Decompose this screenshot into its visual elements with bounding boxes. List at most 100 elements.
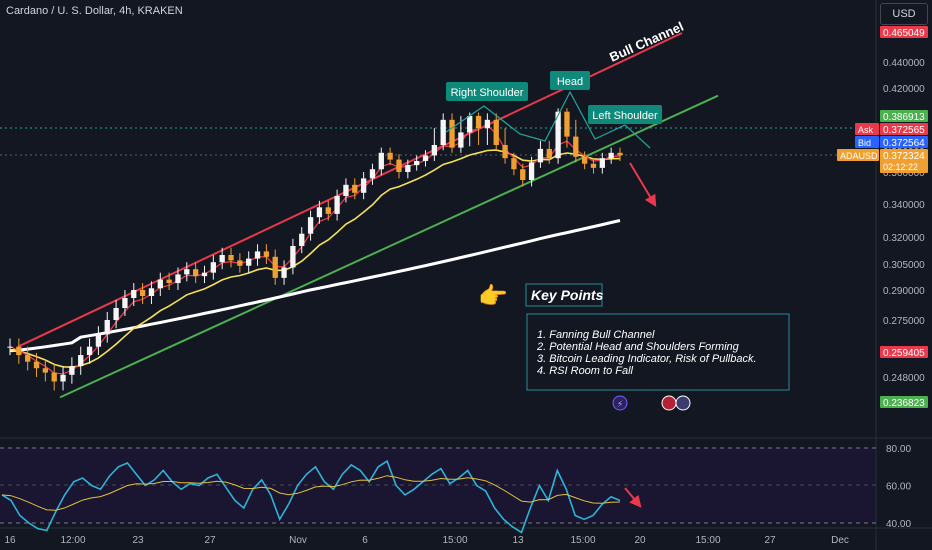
time-axis-tick: 13	[512, 535, 524, 546]
candle	[299, 227, 305, 254]
candle	[33, 352, 40, 377]
candle	[157, 272, 163, 296]
candle	[246, 251, 252, 273]
key-point-1: 1. Fanning Bull Channel	[537, 329, 655, 341]
price-axis-tick: 0.360000	[883, 168, 925, 179]
candle	[254, 244, 261, 266]
candle	[60, 366, 66, 391]
candle	[493, 113, 499, 151]
candle	[343, 178, 349, 203]
candle	[599, 152, 605, 174]
candle	[104, 312, 110, 343]
event-icon-lightning[interactable]: ⚡	[612, 395, 628, 411]
svg-text:Right Shoulder: Right Shoulder	[451, 87, 524, 99]
candle	[201, 265, 208, 284]
candle	[405, 159, 411, 179]
candle	[69, 357, 75, 384]
candle	[564, 108, 570, 148]
candle	[484, 113, 491, 145]
price-labels: 0.4650490.3869130.372565Ask0.372564Bid0.…	[837, 26, 928, 409]
price-axis-tick: 0.305000	[883, 260, 925, 271]
candle	[617, 147, 623, 161]
svg-text:Head: Head	[557, 76, 583, 88]
candle	[219, 247, 225, 270]
currency-button[interactable]: USD	[880, 3, 928, 25]
candle	[378, 147, 384, 176]
candle	[467, 112, 473, 147]
hs-pattern-line	[445, 90, 651, 149]
price-label: 0.465049	[880, 26, 928, 39]
candle	[193, 262, 199, 284]
key-points-title[interactable]: Key Points	[525, 283, 604, 307]
time-axis-tick: 20	[634, 535, 646, 546]
candle	[325, 200, 331, 221]
price-label: 0.236823	[880, 396, 928, 409]
time-axis-tick: 27	[764, 535, 776, 546]
candle	[237, 253, 243, 273]
time-axis[interactable]: 16 12:00 23 27 Nov 6 15:00 13 15:00 20 15:00 27 Dec	[4, 535, 848, 546]
svg-text:02:12:22: 02:12:22	[883, 162, 918, 172]
time-axis-tick: 23	[132, 535, 144, 546]
price-axis-tick: 0.248000	[883, 373, 925, 384]
svg-text:0.372565: 0.372565	[883, 125, 925, 136]
candle	[51, 363, 57, 391]
candle	[396, 154, 402, 179]
price-axis-tick: 0.420000	[883, 84, 925, 95]
candle	[440, 113, 446, 151]
svg-text:ADAUSD: ADAUSD	[840, 151, 878, 161]
price-axis-tick: 0.340000	[883, 200, 925, 211]
channel-lower-line	[59, 94, 719, 399]
time-axis-tick: 15:00	[695, 535, 720, 546]
candle	[42, 359, 49, 382]
key-point-2: 2. Potential Head and Shoulders Forming	[536, 341, 740, 353]
candle	[86, 338, 93, 364]
candle	[184, 262, 190, 282]
right-shoulder-label[interactable]: Right Shoulder	[446, 82, 528, 101]
candle	[449, 113, 455, 153]
candle	[316, 200, 323, 224]
price-axis-tick: 0.320000	[883, 233, 925, 244]
head-label[interactable]: Head	[550, 71, 590, 90]
key-points-box[interactable]: 1. Fanning Bull Channel 2. Potential Hea…	[526, 313, 790, 391]
rsi-axis-tick: 40.00	[886, 519, 911, 530]
time-axis-tick: 27	[204, 535, 216, 546]
candle	[590, 158, 597, 174]
rsi-line	[1, 459, 621, 534]
candle	[166, 272, 172, 290]
candle	[263, 244, 270, 264]
candle	[581, 151, 588, 170]
candle	[334, 189, 340, 221]
price-down-arrow	[629, 162, 657, 208]
candle	[387, 147, 393, 166]
rsi-axis[interactable]: 80.00 60.00 40.00	[886, 444, 911, 530]
candle	[131, 283, 137, 306]
price-axis-tick: 0.290000	[883, 286, 925, 297]
candle	[608, 147, 614, 164]
svg-text:0.465049: 0.465049	[883, 28, 925, 39]
candle	[25, 346, 31, 371]
candle	[175, 267, 181, 290]
event-icon-us-flag[interactable]	[661, 395, 691, 411]
candle	[7, 338, 13, 356]
candle	[272, 249, 278, 285]
head-and-shoulders-outline	[445, 90, 651, 149]
time-axis-tick: 16	[4, 535, 16, 546]
time-axis-tick: 6	[362, 535, 368, 546]
ema-fast-line	[9, 124, 621, 375]
svg-text:Key Points: Key Points	[531, 287, 604, 303]
left-shoulder-label[interactable]: Left Shoulder	[588, 105, 662, 124]
price-label: 0.386913	[880, 110, 928, 123]
svg-text:0.372564: 0.372564	[883, 138, 925, 149]
candle	[528, 156, 535, 187]
moving-averages	[9, 124, 621, 375]
ema-mid-line	[9, 149, 621, 369]
candle	[537, 140, 544, 168]
svg-text:0.386913: 0.386913	[883, 112, 925, 123]
price-axis-tick: 0.440000	[883, 58, 925, 69]
time-axis-tick: Dec	[831, 535, 849, 546]
ema-slow-line	[9, 219, 621, 353]
candle	[228, 247, 234, 268]
rsi-ma-line	[1, 475, 621, 511]
